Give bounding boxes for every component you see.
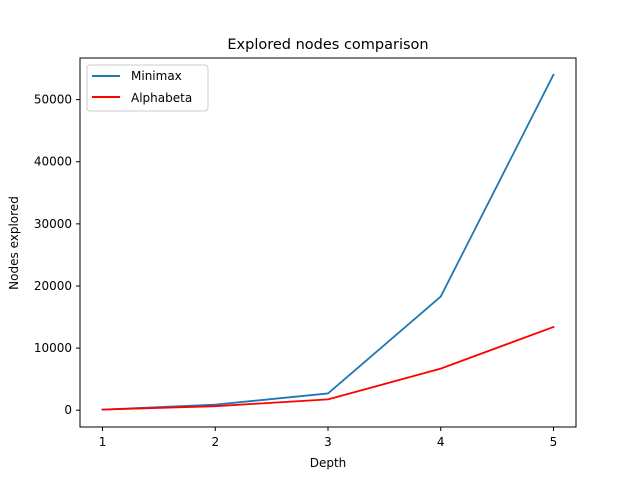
x-tick-label: 4: [437, 435, 445, 449]
y-axis-ticks: 0 10000 20000 30000 40000 50000: [34, 93, 80, 417]
x-tick-label: 1: [99, 435, 107, 449]
x-tick-label: 3: [324, 435, 332, 449]
y-tick-label: 0: [64, 403, 72, 417]
series-lines: [101, 73, 555, 411]
y-axis-label: Nodes explored: [7, 196, 21, 290]
y-tick-label: 50000: [34, 93, 72, 107]
x-axis-ticks: 1 2 3 4 5: [99, 427, 558, 449]
y-tick-label: 10000: [34, 341, 72, 355]
x-tick-label: 2: [211, 435, 219, 449]
chart-title: Explored nodes comparison: [227, 37, 428, 53]
legend-label-alphabeta: Alphabeta: [131, 91, 192, 105]
legend-label-minimax: Minimax: [131, 69, 182, 83]
x-tick-label: 5: [550, 435, 558, 449]
x-axis-label: Depth: [310, 456, 347, 470]
y-tick-label: 40000: [34, 155, 72, 169]
y-tick-label: 30000: [34, 217, 72, 231]
series-line-minimax: [101, 73, 555, 411]
legend: Minimax Alphabeta: [86, 64, 209, 112]
y-tick-label: 20000: [34, 279, 72, 293]
series-line-alphabeta: [101, 325, 555, 411]
